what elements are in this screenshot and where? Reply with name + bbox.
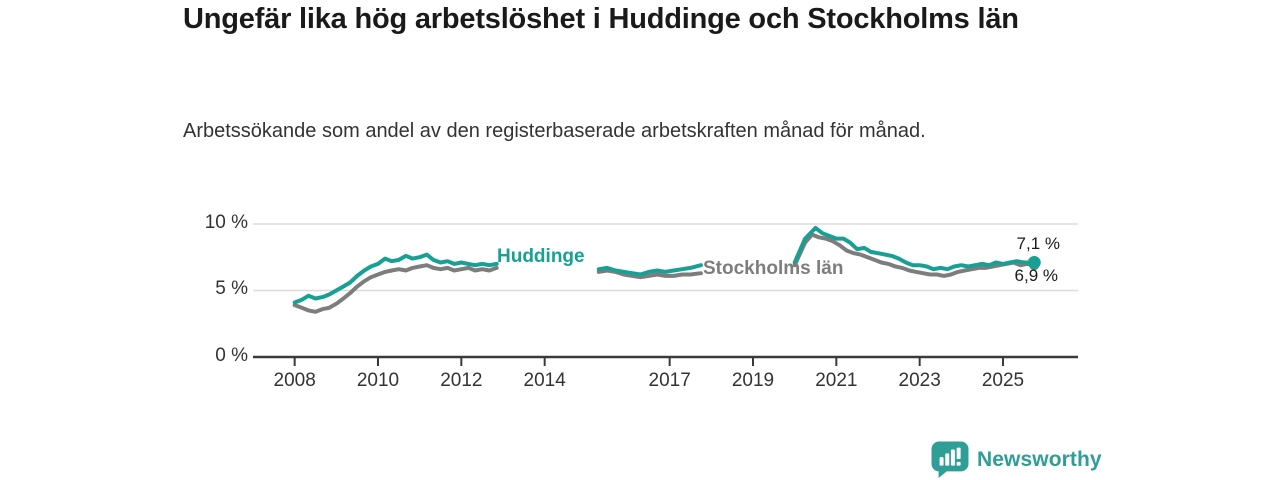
end-value-label-stockholms-lan: 6,9 %: [1014, 266, 1058, 285]
newsworthy-logo[interactable]: Newsworthy: [931, 441, 1102, 478]
series-line: [792, 226, 1037, 272]
newsworthy-logo-text: Newsworthy: [977, 447, 1102, 471]
newsworthy-logo-icon: [931, 441, 969, 478]
chart-title: Ungefär lika hög arbetslöshet i Huddinge…: [183, 3, 1019, 35]
series-line: [792, 232, 1037, 278]
series-line: [596, 263, 703, 277]
series-line: [292, 263, 499, 314]
end-value-label-huddinge: 7,1 %: [1016, 234, 1060, 253]
series-end-dot: [1027, 256, 1041, 270]
series-line: [292, 252, 499, 305]
series-label-stockholms-lan: Stockholms län: [703, 258, 844, 279]
chart-subtitle: Arbetssökande som andel av den registerb…: [183, 120, 926, 142]
series-label-huddinge: Huddinge: [497, 246, 585, 267]
